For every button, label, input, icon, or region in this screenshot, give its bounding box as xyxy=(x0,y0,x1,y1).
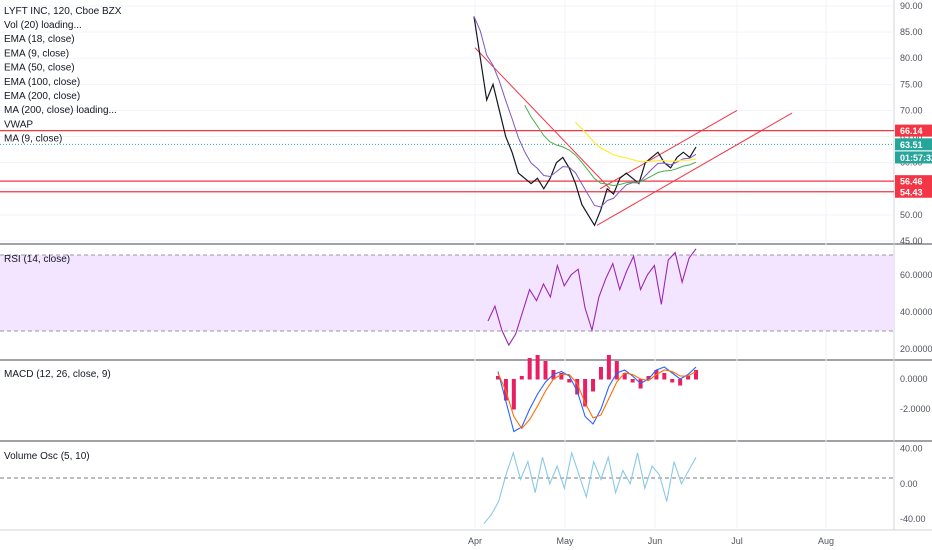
macd-signal-line xyxy=(497,369,697,430)
price-tick-label: 90.00 xyxy=(900,1,923,11)
price-badge xyxy=(895,151,932,164)
price-tick-label: 70.00 xyxy=(900,105,923,115)
vosc-axis: 40.00 0.00 -40.00 xyxy=(900,443,926,524)
price-pane xyxy=(0,16,894,227)
macd-histogram-bar xyxy=(567,379,572,383)
macd-histogram-bar xyxy=(614,361,619,380)
price-badge xyxy=(895,138,932,151)
macd-series xyxy=(496,355,698,433)
macd-histogram-bar xyxy=(591,379,596,392)
vosc-pane: Volume Osc (5, 10) xyxy=(0,451,894,479)
price-badge-label: 66.14 xyxy=(900,126,923,136)
macd-histogram-bar xyxy=(646,376,651,380)
macd-histogram-bar xyxy=(511,379,516,410)
rsi-series xyxy=(487,248,697,347)
vosc-label[interactable]: Volume Osc (5, 10) xyxy=(4,451,90,462)
indicator-legend-item[interactable]: EMA (18, close) xyxy=(4,34,75,45)
rsi-tick-label: 20.0000 xyxy=(900,344,932,354)
price-tick-label: 45.00 xyxy=(900,236,923,246)
price-badge-label: 63.51 xyxy=(900,140,923,150)
macd-histogram-bar xyxy=(622,373,627,380)
ema-slow-line xyxy=(575,121,697,163)
vosc-line xyxy=(483,450,697,524)
time-axis-label: Jul xyxy=(731,536,743,546)
price-badge xyxy=(895,185,932,198)
vosc-tick-label: 0.00 xyxy=(900,479,918,489)
macd-histogram-bar xyxy=(630,379,635,383)
price-gridlines xyxy=(0,5,894,242)
macd-histogram-bar xyxy=(694,370,698,380)
price-tick-label: 85.00 xyxy=(900,27,923,37)
macd-histogram-bar xyxy=(686,376,691,380)
vosc-series xyxy=(483,450,697,524)
time-axis: Apr May Jun Jul Aug xyxy=(468,536,834,546)
symbol-title[interactable]: LYFT INC, 120, Cboe BZX xyxy=(4,6,122,17)
macd-histogram-bar xyxy=(575,379,580,395)
macd-histogram-bar xyxy=(678,379,683,386)
price-badge xyxy=(895,124,932,137)
price-tick-label: 75.00 xyxy=(900,79,923,89)
price-axis: 90.0085.0080.0075.0070.0065.0060.0055.00… xyxy=(900,1,923,246)
macd-histogram-bar xyxy=(519,376,524,380)
chart-legend: LYFT INC, 120, Cboe BZX Vol (20) loading… xyxy=(4,6,122,145)
time-axis-label: Aug xyxy=(818,536,834,546)
rsi-tick-label: 60.0000 xyxy=(900,270,932,280)
indicator-legend-item[interactable]: EMA (9, close) xyxy=(4,48,69,59)
macd-axis: 0.0000 -2.0000 xyxy=(900,374,931,414)
rsi-pane: RSI (14, close) xyxy=(0,254,894,332)
macd-histogram-bar xyxy=(662,373,667,380)
price-badge xyxy=(895,175,932,188)
price-badge-label: 01:57:32 xyxy=(900,153,932,163)
indicator-legend-item[interactable]: MA (9, close) xyxy=(4,134,62,145)
macd-pane: MACD (12, 26, close, 9) xyxy=(4,369,111,380)
time-axis-label: Apr xyxy=(468,536,482,546)
macd-histogram-bar xyxy=(670,379,675,383)
macd-tick-label: -2.0000 xyxy=(900,404,931,414)
indicator-legend-item[interactable]: MA (200, close) loading... xyxy=(4,105,117,116)
macd-histogram-bar xyxy=(583,379,588,407)
price-badge-label: 54.43 xyxy=(900,187,923,197)
ema-fast-line xyxy=(473,16,697,208)
pane-separators xyxy=(0,0,932,531)
macd-histogram-bar xyxy=(535,355,540,380)
indicator-legend-item[interactable]: EMA (200, close) xyxy=(4,91,80,102)
price-tick-label: 80.00 xyxy=(900,53,923,63)
time-axis-label: Jun xyxy=(648,536,663,546)
rsi-axis: 60.0000 40.0000 20.0000 xyxy=(900,270,932,354)
macd-label[interactable]: MACD (12, 26, close, 9) xyxy=(4,369,111,380)
macd-histogram-bar xyxy=(543,361,548,380)
macd-histogram-bar xyxy=(527,358,532,380)
downtrend-line xyxy=(474,47,611,190)
price-tick-label: 50.00 xyxy=(900,210,923,220)
macd-histogram-bar xyxy=(559,373,564,380)
macd-histogram-bar xyxy=(606,355,611,380)
macd-tick-label: 0.0000 xyxy=(900,374,928,384)
rsi-label[interactable]: RSI (14, close) xyxy=(4,254,70,265)
rsi-line xyxy=(487,248,697,347)
indicator-legend-item[interactable]: Vol (20) loading... xyxy=(4,20,82,31)
lower-channel-line xyxy=(596,112,793,226)
indicator-legend-item[interactable]: VWAP xyxy=(4,119,33,130)
macd-histogram-bar xyxy=(496,376,500,380)
price-badge-label: 56.46 xyxy=(900,177,923,187)
price-series-line xyxy=(473,16,697,227)
vosc-tick-label: 40.00 xyxy=(900,443,923,453)
rsi-tick-label: 40.0000 xyxy=(900,307,932,317)
macd-histogram-bar xyxy=(598,367,603,380)
indicator-legend-item[interactable]: EMA (100, close) xyxy=(4,77,80,88)
ema-medium-line xyxy=(524,104,697,187)
time-axis-label: May xyxy=(556,536,574,546)
vosc-tick-label: -40.00 xyxy=(900,514,926,524)
rsi-band xyxy=(0,255,894,331)
indicator-legend-item[interactable]: EMA (50, close) xyxy=(4,63,75,74)
